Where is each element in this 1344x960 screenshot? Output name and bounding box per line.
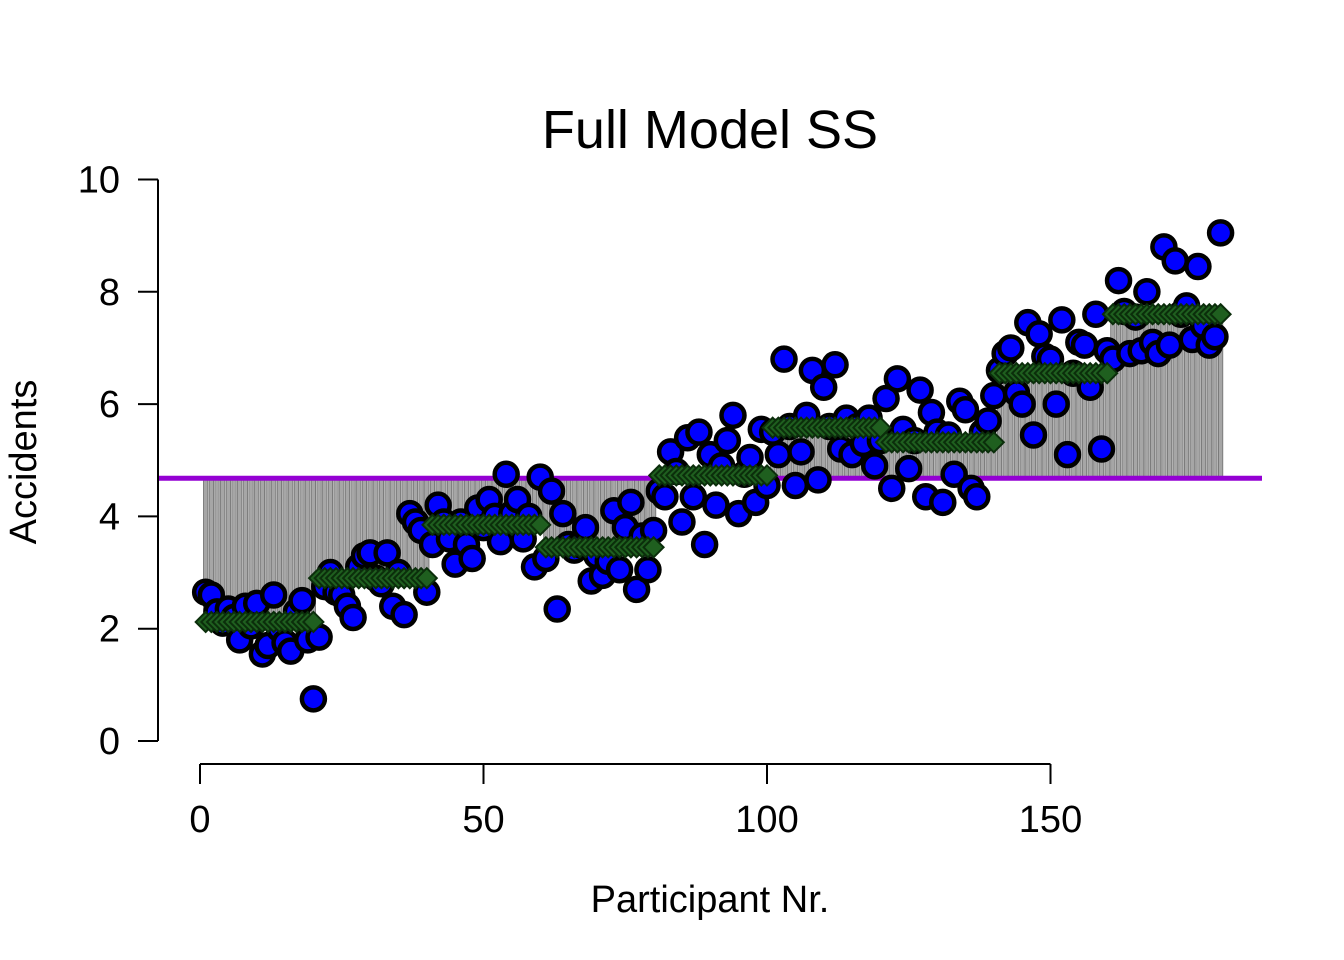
observed-point bbox=[787, 438, 815, 466]
observed-point bbox=[617, 488, 645, 517]
observed-point bbox=[1008, 390, 1036, 418]
observed-point bbox=[872, 384, 900, 413]
observed-point bbox=[764, 440, 793, 469]
observed-point bbox=[702, 491, 730, 519]
y-tick-label: 8 bbox=[99, 272, 120, 314]
squared-deviation-bar bbox=[1104, 372, 1110, 479]
fitted-value-marker bbox=[301, 610, 325, 634]
fitted-value-marker bbox=[528, 513, 552, 537]
fitted-value-marker bbox=[755, 463, 779, 487]
observed-point bbox=[997, 334, 1025, 362]
observed-point bbox=[1133, 278, 1161, 306]
observed-point bbox=[1025, 320, 1053, 348]
observed-point bbox=[492, 460, 520, 489]
x-tick-label: 150 bbox=[1019, 799, 1082, 841]
observed-point bbox=[634, 555, 662, 584]
fitted-value-marker bbox=[1209, 302, 1233, 326]
observed-point bbox=[713, 426, 742, 455]
observed-point bbox=[299, 685, 328, 713]
observed-point bbox=[1070, 331, 1099, 359]
fitted-values-layer bbox=[194, 302, 1233, 634]
observed-point bbox=[974, 407, 1002, 435]
squared-deviation-bar bbox=[1127, 313, 1133, 479]
y-tick-label: 4 bbox=[99, 496, 120, 538]
observed-point bbox=[951, 395, 980, 424]
observed-point bbox=[1053, 440, 1082, 469]
x-tick-label: 0 bbox=[189, 799, 210, 841]
observed-point bbox=[622, 575, 651, 604]
observed-point bbox=[860, 452, 889, 480]
observed-point bbox=[895, 454, 923, 483]
observed-point bbox=[651, 482, 679, 511]
observed-point bbox=[549, 499, 577, 528]
squared-deviation-bar bbox=[1121, 313, 1127, 479]
observed-point bbox=[1206, 219, 1235, 247]
observed-point bbox=[288, 586, 316, 615]
y-axis-label: Accidents bbox=[3, 380, 45, 545]
observed-point bbox=[339, 603, 367, 632]
observed-point bbox=[1087, 435, 1116, 463]
observed-point bbox=[373, 539, 401, 567]
observed-point bbox=[877, 474, 906, 503]
observed-point bbox=[719, 401, 747, 430]
observed-point bbox=[537, 477, 566, 505]
observed-point bbox=[690, 530, 719, 559]
observed-point bbox=[1042, 390, 1070, 418]
observed-point bbox=[1184, 252, 1212, 281]
observed-point bbox=[458, 544, 486, 573]
observed-point bbox=[804, 466, 832, 494]
chart-title: Full Model SS bbox=[542, 100, 878, 160]
observed-point bbox=[1019, 421, 1048, 449]
observed-point bbox=[259, 581, 288, 609]
y-axis: 0 2 4 6 8 10 bbox=[78, 160, 159, 763]
fitted-value-marker bbox=[415, 566, 439, 590]
observed-point bbox=[781, 471, 810, 500]
observed-point bbox=[883, 365, 912, 393]
observed-point bbox=[940, 460, 968, 489]
observed-point bbox=[770, 345, 798, 373]
observed-point bbox=[821, 351, 849, 379]
observed-point bbox=[1048, 306, 1076, 334]
observed-point bbox=[1155, 331, 1184, 359]
y-tick-label: 6 bbox=[99, 384, 120, 426]
observed-point bbox=[668, 508, 696, 536]
squared-deviation-bar bbox=[1115, 313, 1122, 479]
x-tick-label: 100 bbox=[735, 799, 798, 841]
observed-point bbox=[906, 376, 934, 404]
observed-point bbox=[1104, 266, 1133, 295]
observed-point bbox=[980, 381, 1008, 410]
y-tick-label: 0 bbox=[99, 721, 120, 763]
observed-point bbox=[571, 513, 600, 542]
y-tick-label: 10 bbox=[78, 160, 120, 202]
observed-point bbox=[929, 488, 957, 517]
fitted-value-marker bbox=[1095, 361, 1119, 385]
observed-point bbox=[390, 600, 418, 629]
y-tick-label: 2 bbox=[99, 609, 120, 651]
x-axis: 0 50 100 150 bbox=[189, 763, 1082, 841]
observed-point bbox=[1201, 322, 1229, 351]
x-tick-label: 50 bbox=[462, 799, 504, 841]
fitted-value-marker bbox=[642, 535, 666, 559]
observed-point bbox=[963, 482, 991, 511]
observed-point bbox=[679, 482, 708, 511]
x-axis-label: Participant Nr. bbox=[591, 879, 830, 921]
observed-point bbox=[809, 373, 838, 402]
squared-deviation-bar bbox=[1047, 372, 1054, 479]
fitted-value-marker bbox=[982, 430, 1006, 454]
observed-point bbox=[605, 555, 634, 584]
observed-point bbox=[543, 595, 571, 623]
observed-point bbox=[1161, 247, 1189, 275]
observed-point bbox=[685, 418, 713, 446]
